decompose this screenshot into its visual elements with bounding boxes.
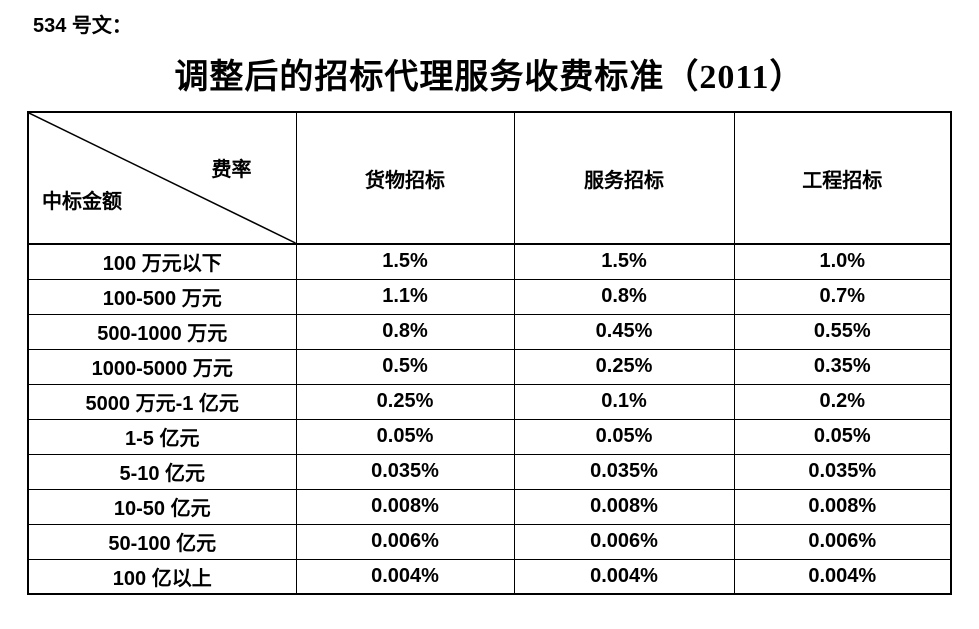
table-row: 50-100 亿元 0.006% 0.006% 0.006% [27,523,952,560]
rate-cell: 0.05% [295,418,515,455]
table-row: 5000 万元-1 亿元 0.25% 0.1% 0.2% [27,383,952,420]
row-label: 100 万元以下 [27,243,297,280]
row-label: 500-1000 万元 [27,313,297,350]
row-label: 1000-5000 万元 [27,348,297,385]
row-label: 50-100 亿元 [27,523,297,560]
rate-cell: 1.0% [733,243,952,280]
rate-cell: 1.1% [295,278,515,315]
row-label: 1-5 亿元 [27,418,297,455]
rate-cell: 0.8% [513,278,735,315]
rate-cell: 0.008% [295,488,515,525]
page-title: 调整后的招标代理服务收费标准（2011） [174,59,805,96]
fee-rate-table: 费率 中标金额 货物招标 服务招标 工程招标 100 万元以下 1.5% 1.5… [27,111,952,595]
rate-cell: 0.008% [513,488,735,525]
column-header-services: 服务招标 [513,111,735,245]
table-row: 5-10 亿元 0.035% 0.035% 0.035% [27,453,952,490]
diagonal-line [29,113,296,243]
rate-cell: 0.004% [295,558,515,595]
row-label: 100 亿以上 [27,558,297,595]
rate-cell: 0.008% [733,488,952,525]
row-label: 5000 万元-1 亿元 [27,383,297,420]
table-row: 100-500 万元 1.1% 0.8% 0.7% [27,278,952,315]
rate-cell: 0.55% [733,313,952,350]
header-row: 费率 中标金额 货物招标 服务招标 工程招标 [27,111,952,245]
table-row: 1000-5000 万元 0.5% 0.25% 0.35% [27,348,952,385]
rate-cell: 1.5% [295,243,515,280]
table-row: 10-50 亿元 0.008% 0.008% 0.008% [27,488,952,525]
rate-cell: 0.004% [513,558,735,595]
rate-cell: 0.25% [513,348,735,385]
rate-cell: 0.5% [295,348,515,385]
rate-cell: 0.006% [733,523,952,560]
rate-cell: 0.006% [295,523,515,560]
corner-label-amount: 中标金额 [42,191,122,213]
row-label: 100-500 万元 [27,278,297,315]
table-row: 500-1000 万元 0.8% 0.45% 0.55% [27,313,952,350]
table-corner-cell: 费率 中标金额 [27,111,297,245]
rate-cell: 0.2% [733,383,952,420]
rate-cell: 1.5% [513,243,735,280]
column-header-engineering: 工程招标 [733,111,952,245]
rate-cell: 0.004% [733,558,952,595]
rate-cell: 0.035% [295,453,515,490]
row-label: 10-50 亿元 [27,488,297,525]
rate-cell: 0.05% [513,418,735,455]
table-row: 1-5 亿元 0.05% 0.05% 0.05% [27,418,952,455]
table-row: 100 万元以下 1.5% 1.5% 1.0% [27,243,952,280]
rate-cell: 0.35% [733,348,952,385]
rate-cell: 0.7% [733,278,952,315]
rate-cell: 0.035% [513,453,735,490]
table-row: 100 亿以上 0.004% 0.004% 0.004% [27,558,952,595]
column-header-goods: 货物招标 [295,111,515,245]
rate-cell: 0.25% [295,383,515,420]
row-label: 5-10 亿元 [27,453,297,490]
rate-cell: 0.006% [513,523,735,560]
rate-cell: 0.05% [733,418,952,455]
rate-cell: 0.8% [295,313,515,350]
corner-label-rate: 费率 [211,159,252,181]
rate-cell: 0.1% [513,383,735,420]
rate-cell: 0.035% [733,453,952,490]
doc-number: 534 号文： [33,15,132,37]
rate-cell: 0.45% [513,313,735,350]
